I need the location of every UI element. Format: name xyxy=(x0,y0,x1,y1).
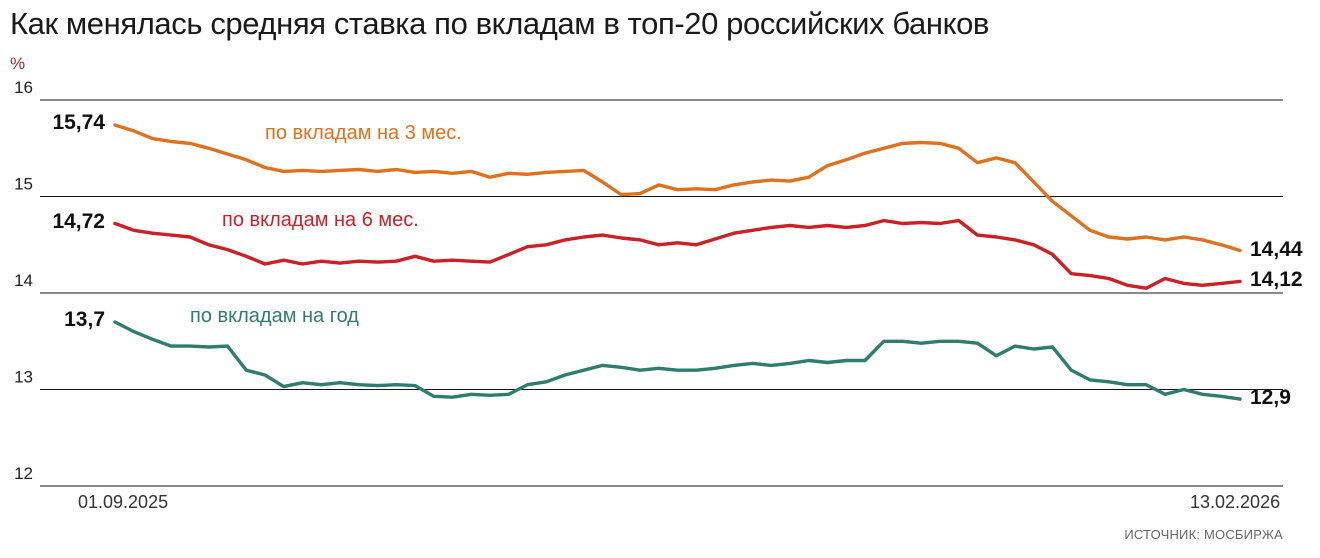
y-tick-label-16: 16 xyxy=(14,78,33,97)
series-line-0 xyxy=(113,123,1242,253)
y-tick-label-13: 13 xyxy=(14,368,33,387)
series-label-6-months: по вкладам на 6 мес. xyxy=(222,209,419,231)
y-tick-label-15: 15 xyxy=(14,175,33,194)
y-tick-label-14: 14 xyxy=(14,271,33,290)
source-label: ИСТОЧНИК: МОСБИРЖА xyxy=(1124,527,1283,542)
y-tick-label-12: 12 xyxy=(14,464,33,483)
series-line-2 xyxy=(113,320,1242,401)
y-axis-unit-label: % xyxy=(10,54,26,73)
start-value-3-months: 15,74 xyxy=(52,111,105,135)
end-value-3-months: 14,44 xyxy=(1250,237,1303,261)
end-value-6-months: 14,12 xyxy=(1250,268,1303,292)
x-axis-end-date: 13.02.2026 xyxy=(1190,492,1281,512)
series-label-3-months: по вкладам на 3 мес. xyxy=(265,122,462,144)
x-axis-start-date: 01.09.2025 xyxy=(78,492,169,512)
series-line-1 xyxy=(113,218,1242,290)
chart-title: Как менялась средняя ставка по вкладам в… xyxy=(10,6,989,41)
series-label-1-year: по вкладам на год xyxy=(190,305,359,327)
start-value-1-year: 13,7 xyxy=(64,307,105,331)
end-value-1-year: 12,9 xyxy=(1250,386,1291,410)
start-value-6-months: 14,72 xyxy=(52,209,105,233)
